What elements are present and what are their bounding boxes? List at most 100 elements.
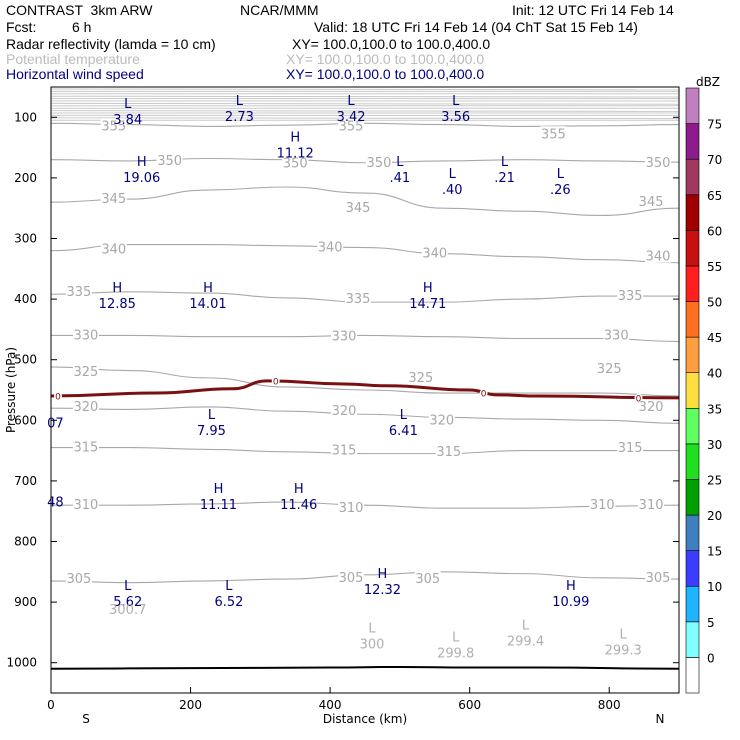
y-axis: 100 200 300 400 500 600 700 800 900 1000 — [6, 110, 679, 670]
isentrope-label-bg — [407, 369, 434, 384]
isentrope-label: 355 — [339, 119, 364, 134]
wind-high-marker: H — [294, 482, 304, 497]
wind-extremum-value: 6.41 — [389, 424, 418, 439]
isentrope-320 — [50, 406, 680, 424]
field-wind-xy: XY= 100.0,100.0 to 100.0,400.0 — [286, 66, 485, 82]
init-time: Init: 12 UTC Fri 14 Feb 14 — [512, 2, 674, 18]
wind-low-marker: L — [557, 167, 565, 182]
wind-extremum-value: 5.62 — [113, 595, 142, 610]
isentrope-label-bg — [540, 126, 567, 141]
colorbar-swatch — [685, 87, 700, 124]
isentrope-lines — [50, 122, 680, 584]
y-axis-label: Pressure (hPa) — [4, 347, 18, 433]
surface-pressure-line — [50, 665, 680, 670]
zero-isotherm-line — [50, 379, 680, 400]
zero-isotherm-label: 0 — [636, 394, 642, 404]
colorbar-swatch — [685, 514, 700, 551]
isentrope-label: 340 — [318, 241, 343, 256]
isentrope-label: 340 — [422, 247, 447, 262]
isentrope-label: 340 — [646, 250, 671, 265]
isentrope-label-bg — [435, 443, 462, 458]
x-tick-label: 600 — [458, 698, 481, 712]
wind-extremum-value: 12.85 — [99, 297, 136, 312]
isentrope-label: 345 — [639, 195, 664, 210]
isentrope-label-bg — [645, 248, 672, 263]
colorbar-level-label: 35 — [707, 402, 722, 416]
isentrope-label: 315 — [618, 441, 643, 456]
org-label: NCAR/MMM — [240, 2, 319, 18]
valid-time: Valid: 18 UTC Fri 14 Feb 14 (04 ChT Sat … — [314, 19, 638, 35]
isentrope-label: 350 — [283, 156, 308, 171]
wind-high-marker: H — [214, 482, 224, 497]
isentrope-label-bg — [331, 328, 358, 343]
x-tick-label: 0 — [47, 698, 55, 712]
isentrope-305 — [50, 571, 680, 584]
colorbar-swatch — [685, 336, 700, 374]
wind-low-marker: L — [225, 579, 233, 594]
zero-isotherm-label-bg — [479, 389, 488, 398]
x-tick-label: 400 — [319, 698, 342, 712]
isentrope-label-bg — [414, 571, 441, 586]
isentrope-label: 310 — [339, 501, 364, 516]
wind-extremum-value: 14.01 — [189, 297, 226, 312]
stratosphere-isentrope — [50, 117, 680, 120]
wind-low-marker: L — [124, 579, 132, 594]
field-theta-xy: XY= 100.0,100.0 to 100.0,400.0 — [286, 51, 485, 67]
isentrope-345 — [50, 186, 680, 217]
wind-extremum-value: 11.11 — [200, 498, 237, 513]
theta-low-marker: L — [620, 627, 628, 642]
isentrope-label-bg — [421, 245, 448, 260]
stratosphere-stipple — [50, 88, 680, 121]
wind-high-marker: H — [566, 579, 576, 594]
isentrope-label-bg — [645, 569, 672, 584]
isentrope-label: 355 — [101, 119, 126, 134]
theta-extremum-value: 300 — [360, 637, 385, 652]
isentrope-label: 325 — [73, 365, 98, 380]
isentrope-label: 345 — [346, 201, 371, 216]
wind-high-marker: H — [112, 281, 122, 296]
colorbar-level-label: 30 — [707, 438, 722, 452]
colorbar-level-label: 65 — [707, 189, 722, 203]
isentrope-label-bg — [72, 497, 99, 512]
colorbar-level-label: 45 — [707, 331, 722, 345]
colorbar-level-label: 50 — [707, 296, 722, 310]
isentrope-label-bg — [596, 360, 623, 375]
isentrope-label-bg — [156, 152, 183, 167]
isentrope-label-bg — [617, 288, 644, 303]
isentrope-label-bg — [617, 440, 644, 455]
colorbar-level-label: 70 — [707, 153, 722, 167]
isentrope-label: 350 — [367, 156, 392, 171]
y-tick-label: 300 — [14, 232, 37, 246]
wind-extremum-value: 11.46 — [280, 498, 317, 513]
isentrope-label-bg — [365, 154, 392, 169]
isentrope-315 — [50, 447, 679, 455]
y-tick-label: 600 — [14, 413, 37, 427]
isentrope-label: 330 — [604, 328, 629, 343]
wind-low-marker: L — [396, 155, 404, 170]
wind-high-marker: H — [203, 281, 213, 296]
isentrope-label: 315 — [73, 441, 98, 456]
wind-extremum-value: 3.84 — [113, 113, 142, 128]
x-tick-label: 200 — [179, 698, 202, 712]
y-tick-label: 500 — [14, 353, 37, 367]
wind-edge-value: 48 — [47, 496, 64, 511]
isentrope-label: 315 — [332, 444, 357, 459]
wind-extremum-value: 6.52 — [214, 595, 243, 610]
wind-extremum-value: 10.99 — [552, 595, 589, 610]
field-theta-name: Potential temperature — [6, 51, 140, 67]
isentrope-label: 305 — [415, 572, 440, 587]
y-tick-label: 200 — [14, 171, 37, 185]
dbz-colorbar: 0 5 10 15 20 25 30 35 40 45 50 55 60 65 70 75 dBZ — [685, 75, 722, 694]
isentrope-label: 330 — [332, 330, 357, 345]
isentrope-label: 345 — [101, 192, 126, 207]
wind-low-marker: L — [236, 94, 244, 109]
isentrope-label: 355 — [541, 127, 566, 142]
isentrope-label: 350 — [646, 156, 671, 171]
x-axis: 0 200 400 600 800 — [47, 687, 621, 712]
zero-isotherm-label-bg — [53, 392, 62, 401]
isentrope-label-bg — [65, 571, 92, 586]
isentrope-label-bg — [345, 291, 372, 306]
isentrope-label: 330 — [73, 328, 98, 343]
isentrope-label-bg — [282, 155, 309, 170]
